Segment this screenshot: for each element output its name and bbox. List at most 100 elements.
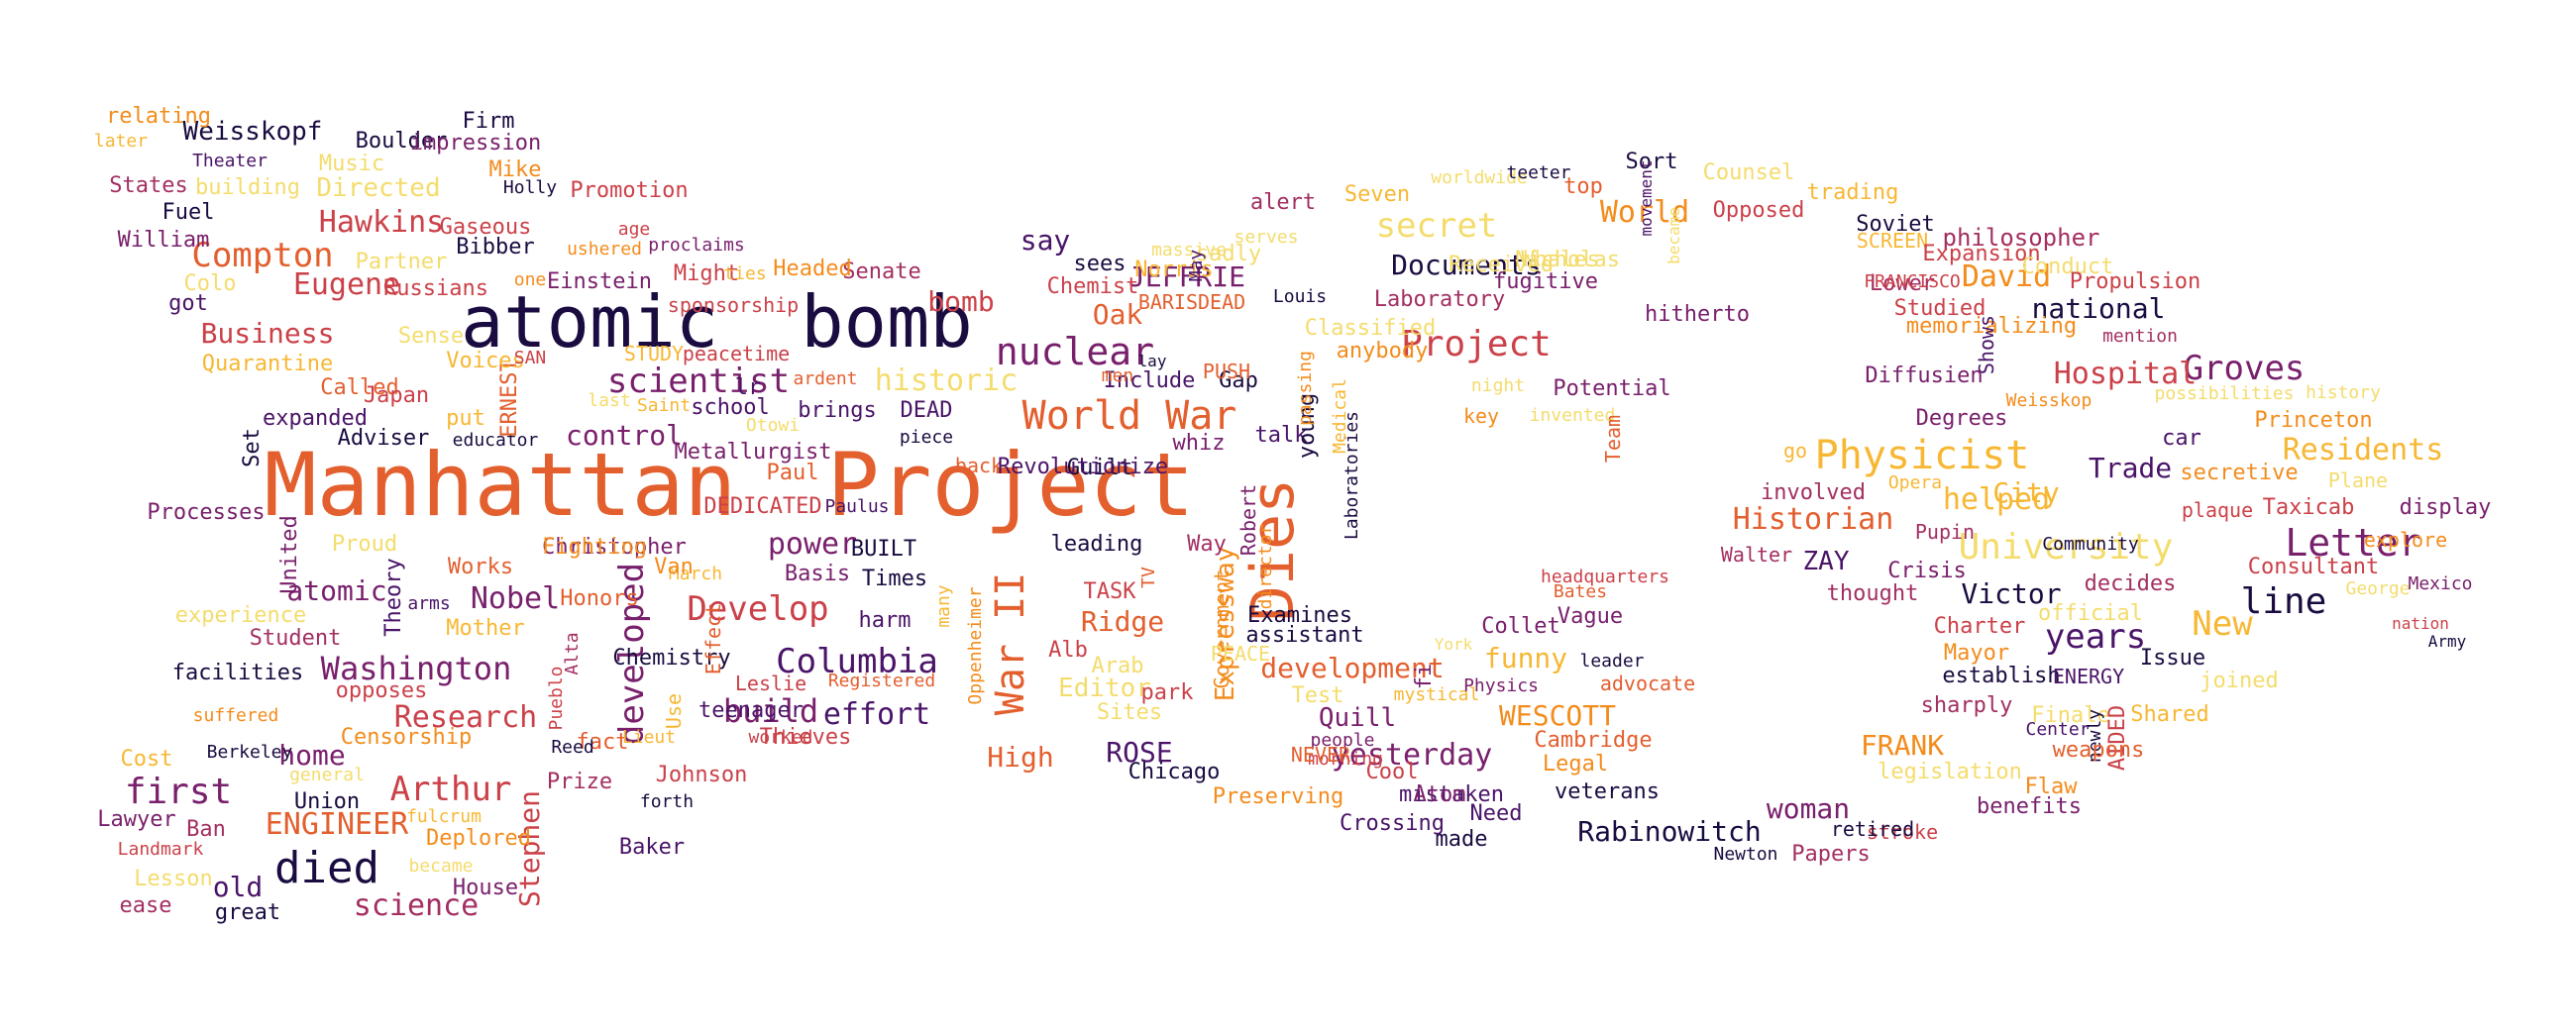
cloud-word: secretive — [2180, 461, 2299, 485]
cloud-word: Crossing — [1340, 811, 1445, 836]
cloud-word: anybody — [1336, 339, 1429, 363]
cloud-word: Letter — [2285, 521, 2421, 565]
cloud-word: Alta — [562, 632, 583, 675]
cloud-word: Need — [1469, 801, 1523, 826]
cloud-word: legislation — [1878, 760, 2022, 784]
cloud-word: alert — [1249, 190, 1317, 215]
cloud-word: Quarantine — [201, 352, 334, 376]
cloud-word: Voices — [446, 349, 525, 373]
cloud-word: Newton — [1713, 844, 1778, 865]
cloud-word: later — [93, 131, 149, 152]
cloud-word: display — [2399, 495, 2492, 520]
cloud-word: House — [452, 876, 519, 900]
cloud-word: park — [1140, 680, 1194, 705]
cloud-word: Mexico — [2408, 573, 2473, 594]
cloud-word: Mayor — [1943, 641, 2010, 666]
cloud-word: Propulsion — [2069, 269, 2201, 294]
cloud-word: atomic — [460, 280, 719, 363]
cloud-word: Consultant — [2247, 555, 2380, 579]
cloud-word: veterans — [1555, 779, 1660, 804]
cloud-word: opposes — [335, 678, 428, 703]
cloud-word: Gaseous — [439, 215, 532, 240]
cloud-word: Project — [1401, 324, 1552, 364]
cloud-word: Hawkins — [318, 205, 445, 240]
cloud-word: PUSH — [1202, 360, 1251, 383]
cloud-word: Christopher — [542, 535, 687, 560]
cloud-word: general — [289, 765, 365, 785]
cloud-word: Charter — [1933, 614, 2026, 639]
cloud-word: Trade — [2088, 452, 2173, 484]
cloud-word: World War — [1021, 393, 1237, 439]
cloud-word: advocate — [1599, 672, 1696, 695]
cloud-word: development — [1260, 652, 1445, 684]
cloud-word: Medical — [1330, 378, 1350, 454]
cloud-word: assistant — [1245, 623, 1364, 648]
cloud-word: BUILT — [850, 537, 917, 562]
cloud-word: atomic — [286, 574, 387, 607]
cloud-word: May — [1186, 249, 1207, 282]
cloud-word: sponsorship — [667, 293, 800, 317]
cloud-word: DEDICATED — [703, 494, 822, 519]
cloud-word: headquarters — [1540, 567, 1670, 587]
cloud-word: TASK — [1083, 579, 1136, 604]
cloud-word: line — [2240, 581, 2327, 622]
cloud-word: many — [933, 584, 954, 628]
cloud-word: ZAY — [1802, 547, 1850, 576]
cloud-word: trading — [1806, 180, 1899, 205]
cloud-word: fugitive — [1493, 269, 1598, 294]
cloud-word: impression — [409, 131, 542, 155]
cloud-word: Finale — [2031, 703, 2110, 728]
cloud-word: involved — [1761, 480, 1866, 505]
cloud-word: science — [353, 888, 480, 923]
cloud-word: Preserving — [1212, 784, 1344, 809]
cloud-word: FRANCISCO — [1864, 271, 1961, 292]
cloud-word: control — [565, 419, 684, 452]
cloud-word: build — [722, 692, 819, 730]
cloud-word: back — [954, 454, 1004, 477]
cloud-word: Shared — [2130, 702, 2209, 727]
cloud-word: became — [1664, 207, 1683, 264]
cloud-word: key — [1462, 404, 1500, 428]
cloud-word: explore — [2363, 528, 2448, 552]
cloud-word: director — [1255, 523, 1276, 610]
cloud-word: lay — [1137, 352, 1167, 370]
cloud-word: Seven — [1343, 182, 1411, 207]
cloud-word: Lower — [1869, 271, 1936, 296]
cloud-word: Headed — [773, 257, 852, 281]
cloud-word: establish — [1942, 664, 2061, 688]
cloud-word: Team — [1601, 414, 1625, 464]
cloud-word: plaque — [2181, 498, 2254, 522]
cloud-word: Taxicab — [2262, 495, 2355, 520]
cloud-word: Quill — [1318, 703, 1397, 733]
cloud-word: Rabinowitch — [1577, 815, 1762, 848]
cloud-word: joined — [2200, 669, 2279, 693]
cloud-word: invented — [1529, 405, 1616, 426]
cloud-word: Fuel — [161, 200, 215, 225]
cloud-word: Colo — [183, 271, 237, 296]
cloud-word: memorializing — [1905, 314, 2078, 339]
cloud-word: Documents — [1391, 249, 1542, 281]
cloud-word: Lawyer — [97, 807, 176, 832]
cloud-word: Eugene — [292, 267, 401, 302]
cloud-word: Paul — [766, 461, 819, 485]
cloud-word: power — [767, 527, 858, 562]
cloud-word: fi — [1412, 663, 1437, 690]
cloud-word: brings — [798, 398, 877, 423]
cloud-word: Washington — [320, 650, 512, 687]
cloud-word: Cost — [120, 747, 173, 772]
cloud-word: Boulder — [355, 129, 448, 154]
cloud-word: Expansion — [1922, 242, 2041, 266]
cloud-word: Degrees — [1915, 406, 2008, 431]
cloud-word: Japan — [363, 383, 430, 408]
cloud-word: FRANK — [1860, 729, 1945, 762]
cloud-word: ENERGY — [2052, 665, 2125, 688]
cloud-word: PEACE — [1210, 642, 1271, 666]
cloud-word: Metallurgist — [674, 440, 832, 465]
cloud-word: TV — [1138, 567, 1159, 588]
cloud-word: first — [124, 772, 233, 812]
cloud-word: worked — [748, 727, 813, 748]
cloud-word: Soviet — [1856, 212, 1935, 237]
cloud-word: Groves — [2183, 349, 2306, 388]
cloud-word: Use — [662, 692, 686, 730]
cloud-word: ENGINEER — [265, 807, 409, 842]
